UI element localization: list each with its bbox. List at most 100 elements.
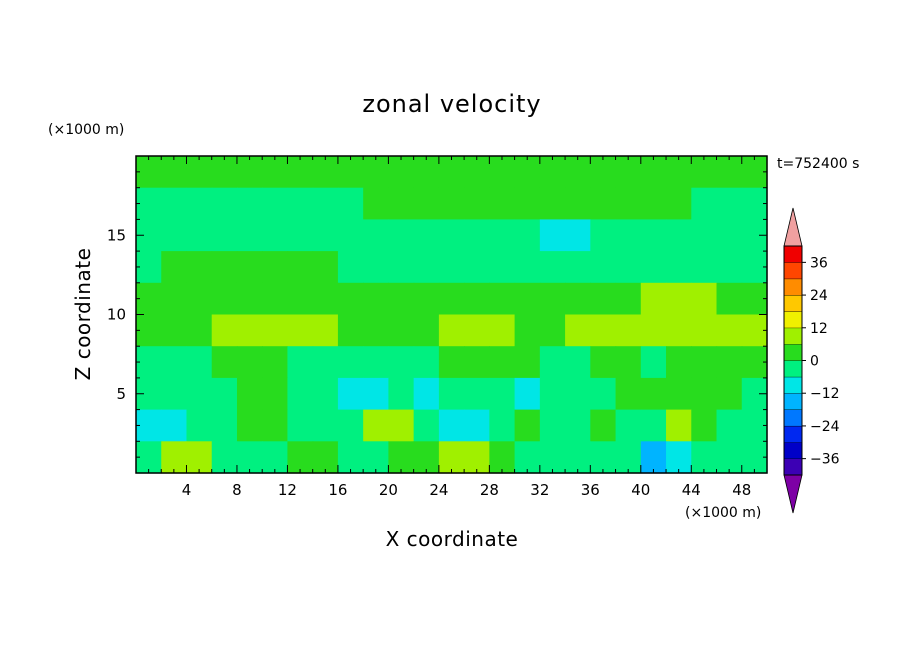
heatmap-cell: [716, 314, 743, 347]
y-axis-title: Z coordinate: [71, 248, 95, 381]
chart-title: zonal velocity: [362, 90, 541, 118]
heatmap-cell: [136, 187, 162, 220]
heatmap-cell: [514, 187, 541, 220]
heatmap-cell: [413, 187, 440, 220]
heatmap-cell: [388, 219, 415, 252]
heatmap-cell: [337, 282, 364, 316]
heatmap-cell: [363, 251, 389, 284]
heatmap-cell: [287, 346, 314, 379]
heatmap-cell: [640, 346, 667, 379]
heatmap-cell: [136, 314, 162, 347]
colorbar-tick-label: −12: [810, 386, 840, 402]
heatmap-cell: [186, 282, 213, 316]
heatmap-cell: [413, 346, 440, 379]
heatmap-cell: [312, 219, 339, 252]
heatmap-cell: [666, 187, 692, 220]
heatmap-cell: [640, 187, 667, 220]
x-tick-label: 48: [732, 481, 751, 499]
heatmap-cell: [565, 409, 591, 442]
heatmap-cell: [287, 251, 314, 284]
heatmap-cell: [312, 409, 339, 442]
heatmap-cell: [590, 156, 617, 189]
x-tick-label: 4: [182, 481, 192, 499]
heatmap-cell: [186, 219, 213, 252]
heatmap-cell: [489, 251, 516, 284]
heatmap-cell: [161, 441, 188, 474]
heatmap-cell: [337, 441, 364, 474]
heatmap-cell: [666, 314, 692, 347]
heatmap-cell: [413, 219, 440, 252]
heatmap-cell: [186, 314, 213, 347]
heatmap-cell: [489, 377, 516, 411]
heatmap-cell: [590, 251, 617, 284]
heatmap-cell: [388, 377, 415, 411]
heatmap-cell: [287, 282, 314, 316]
colorbar-segment: [784, 295, 802, 312]
y-axis-unit: (×1000 m): [48, 122, 124, 138]
colorbar-segment: [784, 393, 802, 410]
heatmap-cell: [565, 377, 591, 411]
colorbar-segment: [784, 327, 802, 345]
heatmap-cell: [161, 377, 188, 411]
heatmap-cell: [565, 441, 591, 474]
heatmap-cell: [716, 346, 743, 379]
heatmap-cell: [438, 251, 465, 284]
x-axis-unit: (×1000 m): [685, 505, 761, 521]
x-tick-label: 8: [232, 481, 242, 499]
heatmap-cell: [565, 346, 591, 379]
heatmap-cell: [640, 251, 667, 284]
heatmap-cell: [514, 314, 541, 347]
heatmap-cell: [438, 441, 465, 474]
colorbar: 36 24 12 0 −12 −24 −36: [783, 207, 840, 514]
heatmap-cell: [716, 251, 743, 284]
heatmap-cell: [186, 187, 213, 220]
heatmap-cell: [236, 219, 263, 252]
heatmap-cell: [590, 282, 617, 316]
heatmap-cell: [691, 156, 718, 189]
heatmap-cell: [161, 187, 188, 220]
heatmap-cell: [262, 409, 289, 442]
time-label: t=752400 s: [777, 156, 859, 172]
heatmap-cell: [136, 251, 162, 284]
heatmap-cell: [716, 156, 743, 189]
heatmap-cell: [262, 282, 289, 316]
heatmap-cell: [539, 377, 566, 411]
heatmap-cell: [236, 187, 263, 220]
colorbar-segment: [784, 442, 802, 459]
heatmap-cell: [666, 156, 692, 189]
heatmap-cell: [337, 346, 364, 379]
x-tick-label: 36: [581, 481, 600, 499]
heatmap-cell: [262, 187, 289, 220]
heatmap-cell: [565, 187, 591, 220]
heatmap-cell: [312, 314, 339, 347]
heatmap-cell: [388, 314, 415, 347]
heatmap-cell: [489, 282, 516, 316]
x-tick-label: 24: [429, 481, 448, 499]
heatmap-cell: [211, 441, 238, 474]
heatmap-cell: [640, 377, 667, 411]
heatmap-cell: [337, 377, 364, 411]
heatmap-cell: [640, 409, 667, 442]
y-tick-label: 10: [107, 306, 126, 324]
heatmap-cell: [136, 156, 162, 189]
heatmap-cell: [161, 409, 188, 442]
heatmap-cell: [489, 409, 516, 442]
heatmap-cell: [590, 314, 617, 347]
heatmap-cell: [312, 377, 339, 411]
heatmap-cell: [489, 187, 516, 220]
heatmap-cell: [640, 219, 667, 252]
heatmap-cell: [565, 282, 591, 316]
heatmap-cell: [136, 441, 162, 474]
heatmap-cell: [565, 156, 591, 189]
heatmap-cell: [615, 346, 642, 379]
heatmap-cell: [413, 441, 440, 474]
heatmap-cell: [186, 346, 213, 379]
heatmap-cell: [236, 282, 263, 316]
heatmap-cell: [312, 346, 339, 379]
heatmap-cell: [413, 156, 440, 189]
x-tick-label: 40: [631, 481, 650, 499]
heatmap-cell: [716, 219, 743, 252]
heatmap-cell: [514, 282, 541, 316]
heatmap-cell: [640, 282, 667, 316]
heatmap-cell: [363, 346, 389, 379]
